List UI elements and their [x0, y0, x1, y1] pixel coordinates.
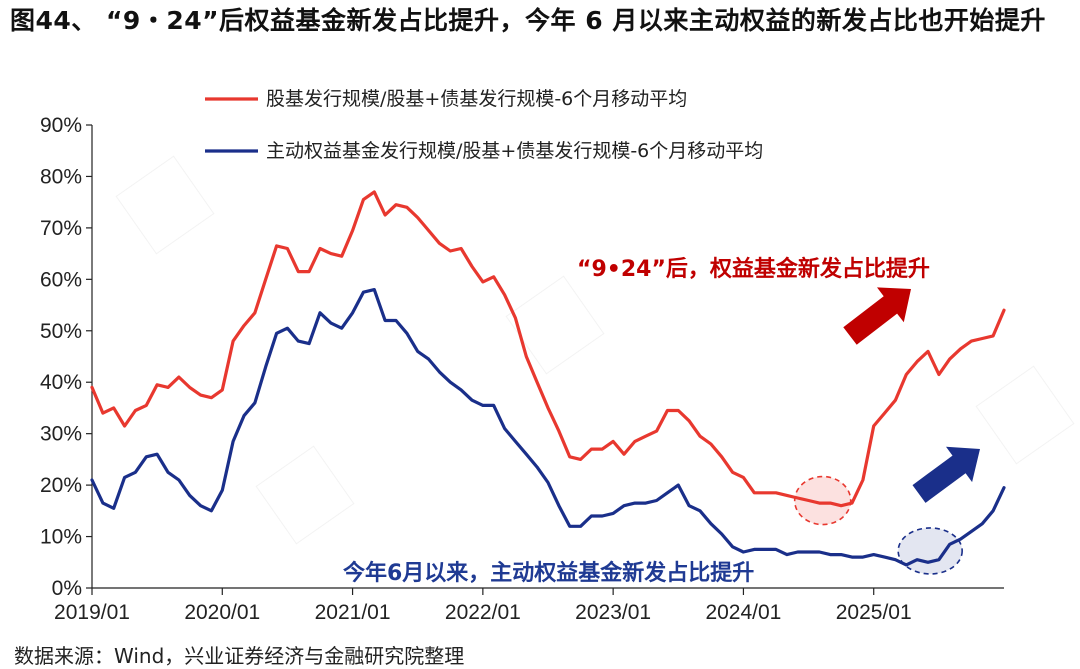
series-line-equity — [90, 190, 1006, 508]
y-tick-label: 90% — [40, 114, 82, 137]
source-note: 数据来源：Wind，兴业证券经济与金融研究院整理 — [14, 644, 465, 668]
x-tick-label: 2025/01 — [836, 601, 912, 624]
chart-title: 图44、 “9・24”后权益基金新发占比提升，今年 6 月以来主动权益的新发占比… — [10, 6, 1046, 35]
watermark-layer — [115, 155, 1075, 545]
red-highlight-ellipse — [793, 475, 852, 526]
series-line-active-equity — [90, 288, 1006, 567]
x-tick-label: 2019/01 — [54, 601, 130, 624]
x-tick-label: 2021/01 — [315, 601, 391, 624]
red-up-arrow — [843, 287, 911, 345]
y-tick-label: 70% — [40, 217, 82, 240]
y-tick-label: 10% — [40, 526, 82, 549]
annotation-blue: 今年6月以来，主动权益基金新发占比提升 — [343, 560, 754, 586]
legend-label: 主动权益基金发行规模/股基+债基发行规模-6个月移动平均 — [266, 140, 763, 162]
watermark-mark — [505, 275, 605, 375]
x-tick-label: 2022/01 — [445, 601, 521, 624]
series-lines — [90, 190, 1006, 567]
watermark-mark — [115, 155, 215, 255]
blue-highlight-ellipse — [897, 527, 963, 575]
y-tick-label: 30% — [40, 423, 82, 446]
legend: 股基发行规模/股基+债基发行规模-6个月移动平均主动权益基金发行规模/股基+债基… — [205, 88, 763, 162]
x-tick-label: 2023/01 — [575, 601, 651, 624]
y-tick-label: 0% — [52, 577, 82, 600]
y-tick-label: 60% — [40, 268, 82, 291]
y-tick-label: 50% — [40, 320, 82, 343]
x-tick-label: 2020/01 — [184, 601, 260, 624]
blue-up-arrow — [912, 446, 980, 503]
legend-label: 股基发行规模/股基+债基发行规模-6个月移动平均 — [266, 88, 687, 110]
watermark-mark — [975, 365, 1075, 465]
y-tick-label: 40% — [40, 371, 82, 394]
watermark-mark — [255, 445, 355, 545]
y-tick-label: 20% — [40, 474, 82, 497]
y-tick-label: 80% — [40, 165, 82, 188]
chart-axes: 0% 10% 20% 30% 40% 50% 60% 70% 80% 90% 2019/01 2020… — [40, 114, 1004, 624]
x-tick-label: 2024/01 — [705, 601, 781, 624]
annotation-red: “9•24”后，权益基金新发占比提升 — [577, 256, 930, 282]
